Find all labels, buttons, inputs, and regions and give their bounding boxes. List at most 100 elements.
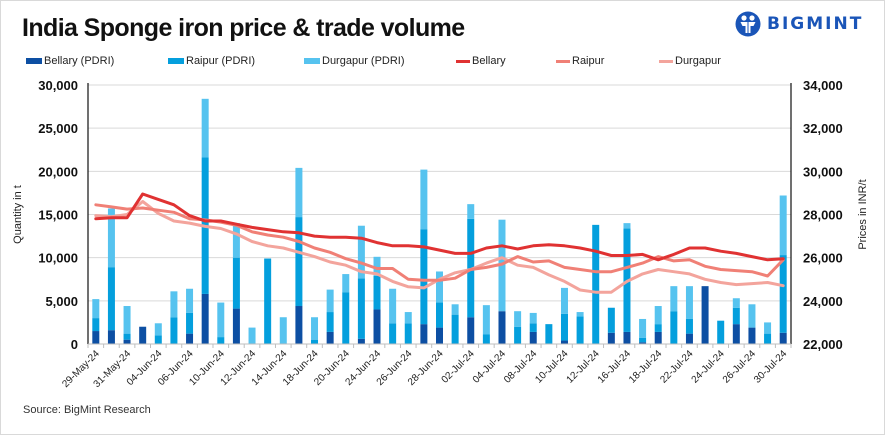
bar-durgapur xyxy=(420,169,428,230)
legend-swatch xyxy=(659,59,673,63)
bar-raipur xyxy=(779,255,787,333)
bar-durgapur xyxy=(514,311,522,327)
bar-raipur xyxy=(576,316,584,344)
bar-raipur xyxy=(107,267,115,331)
x-tick-label: 22-Jul-24 xyxy=(658,348,696,386)
x-tick-label: 10-Jul-24 xyxy=(533,348,571,386)
bar-raipur xyxy=(764,333,772,344)
bar-raipur xyxy=(607,307,615,333)
bar-raipur xyxy=(217,337,225,344)
bar-raipur xyxy=(732,307,740,325)
bar-bellary xyxy=(467,317,475,344)
bar-raipur xyxy=(514,326,522,344)
x-tick-label: 18-Jul-24 xyxy=(627,348,665,386)
bar-raipur xyxy=(264,258,272,344)
bar-bellary xyxy=(186,333,194,344)
bar-bellary xyxy=(732,324,740,344)
bar-raipur xyxy=(560,313,568,341)
bar-durgapur xyxy=(482,305,490,335)
legend-label: Bellary (PDRI) xyxy=(44,55,115,67)
brand-name: BIGMINT xyxy=(767,14,864,34)
bar-raipur xyxy=(639,337,647,343)
bar-raipur xyxy=(357,278,365,339)
bar-durgapur xyxy=(529,312,537,324)
legend-item-durgapur-pdri: Durgapur (PDRI) xyxy=(304,55,405,67)
bar-raipur xyxy=(123,333,131,340)
legend-swatch xyxy=(456,59,470,63)
line-bellary xyxy=(94,192,785,262)
bar-bellary xyxy=(373,309,381,344)
bar-raipur xyxy=(295,217,303,307)
bar-bellary xyxy=(560,340,568,344)
bar-raipur xyxy=(311,339,319,344)
y2-tick-label: 28,000 xyxy=(803,208,843,223)
bar-raipur xyxy=(186,312,194,334)
bar-raipur xyxy=(232,257,240,309)
legend-swatch xyxy=(304,58,320,64)
legend-item-raipur-pdri: Raipur (PDRI) xyxy=(168,55,255,67)
bar-raipur xyxy=(545,324,553,344)
y2-tick-label: 34,000 xyxy=(803,78,843,93)
bar-raipur xyxy=(436,302,443,328)
bar-bellary xyxy=(201,293,209,344)
bar-bellary xyxy=(123,339,131,344)
bar-durgapur xyxy=(373,256,381,276)
bar-raipur xyxy=(717,320,725,344)
bar-durgapur xyxy=(654,306,662,325)
y-tick-label: 20,000 xyxy=(38,164,78,179)
bar-durgapur xyxy=(560,287,568,314)
y-tick-label: 25,000 xyxy=(38,121,78,136)
bar-durgapur xyxy=(154,323,162,336)
bar-bellary xyxy=(232,308,240,344)
bar-bellary xyxy=(779,332,787,344)
y2-tick-label: 32,000 xyxy=(803,121,843,136)
y2-tick-label: 30,000 xyxy=(803,164,843,179)
bar-durgapur xyxy=(107,208,115,268)
x-tick-label: 02-Jul-24 xyxy=(440,348,478,386)
y-tick-label: 30,000 xyxy=(38,78,78,93)
brand-logo: BIGMINT xyxy=(735,11,863,37)
legend-label: Durgapur xyxy=(675,55,721,67)
bar-bellary xyxy=(654,331,662,344)
bar-raipur xyxy=(592,224,600,344)
bar-bellary xyxy=(357,338,365,344)
bar-durgapur xyxy=(467,204,475,219)
bar-raipur xyxy=(154,335,162,344)
bar-durgapur xyxy=(326,289,334,313)
chart-title: India Sponge iron price & trade volume xyxy=(22,14,465,42)
bar-bellary xyxy=(639,342,647,344)
bar-raipur xyxy=(529,323,537,332)
legend-label: Durgapur (PDRI) xyxy=(322,55,405,67)
y-tick-label: 5,000 xyxy=(45,294,78,309)
bar-raipur xyxy=(482,334,490,344)
bar-durgapur xyxy=(685,286,693,319)
legend-swatch xyxy=(168,58,184,64)
bar-bellary xyxy=(295,306,303,344)
bar-durgapur xyxy=(357,225,365,279)
bar-durgapur xyxy=(248,327,256,344)
bar-durgapur xyxy=(170,291,178,318)
bar-bellary xyxy=(623,331,631,344)
bar-raipur xyxy=(670,311,678,344)
bar-durgapur xyxy=(389,288,397,324)
bar-durgapur xyxy=(311,317,319,340)
bar-raipur xyxy=(420,229,428,325)
legend-swatch xyxy=(556,59,570,63)
bar-durgapur xyxy=(748,304,756,328)
legend-label: Raipur (PDRI) xyxy=(186,55,256,67)
x-tick-label: 16-Jul-24 xyxy=(596,348,634,386)
bar-durgapur xyxy=(201,98,209,158)
bar-raipur xyxy=(685,318,693,334)
bar-durgapur xyxy=(436,271,443,303)
y-axis-title: Quantity in t xyxy=(12,185,24,244)
bar-bellary xyxy=(529,331,537,344)
line-raipur xyxy=(94,203,785,282)
bar-bellary xyxy=(326,331,334,344)
bar-raipur xyxy=(389,323,397,344)
bar-bellary xyxy=(92,331,100,344)
y2-axis-title: Prices in INR/t xyxy=(857,179,869,249)
bar-raipur xyxy=(404,323,412,344)
bar-raipur xyxy=(92,318,100,332)
bar-raipur xyxy=(451,314,459,344)
y2-tick-label: 24,000 xyxy=(803,294,843,309)
